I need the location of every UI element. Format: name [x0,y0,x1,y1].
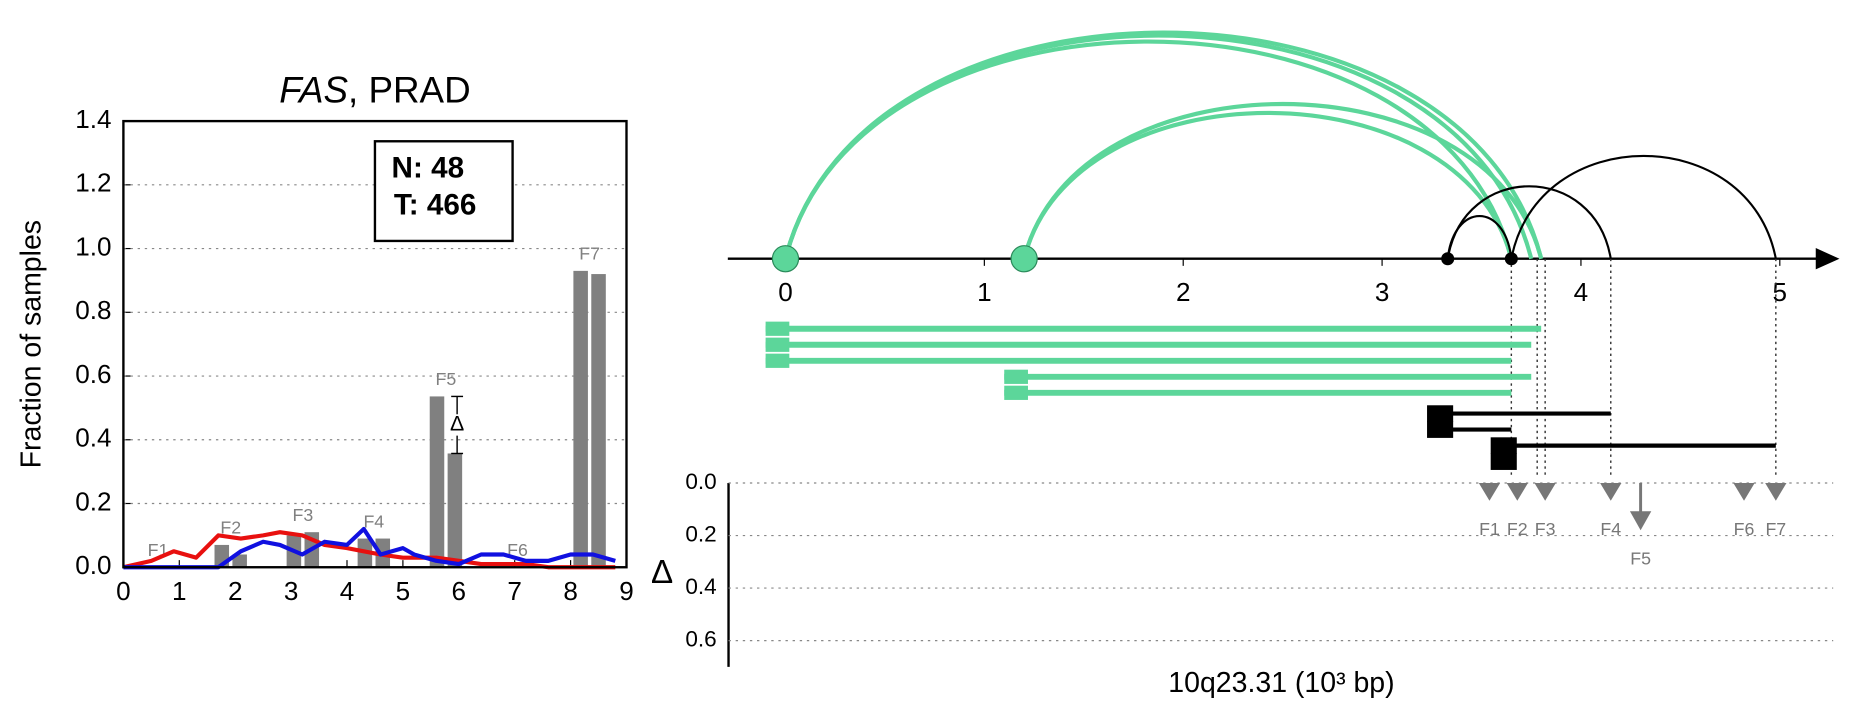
x-tick-label: 5 [1773,277,1788,307]
y-tick-label: 0.2 [685,521,716,546]
y-axis-label: Δ [651,554,673,591]
y-tick-label: 0.0 [685,469,716,494]
title-part: , PRAD [348,69,471,110]
x-tick-label: 3 [284,576,299,606]
x-tick-label: 7 [507,576,522,606]
transcript-box [765,321,790,336]
legend-text: N: 48 [392,152,465,185]
y-tick-label: 0.2 [75,486,111,516]
y-tick-label: 1.2 [75,168,111,198]
transcript-box [1004,385,1028,400]
feature-label: F7 [579,244,600,264]
x-tick-label: 3 [1375,277,1390,307]
feature-label: F5 [1630,549,1651,569]
delta-marker [1506,482,1528,501]
delta-arrow [1629,511,1652,531]
y-tick-label: 0.4 [75,423,111,453]
feature-label: F6 [1734,519,1755,539]
transcript-box [1490,453,1517,470]
chart-title: FAS, PRAD [279,69,470,110]
feature-label: F3 [1535,519,1556,539]
transcript-box [1427,405,1454,422]
x-tick-label: 4 [1574,277,1589,307]
x-tick-label: 2 [1176,277,1191,307]
y-tick-label: 1.0 [75,231,111,261]
arc [1510,155,1777,259]
x-tick-label: 6 [452,576,467,606]
plot-frame [122,119,628,569]
feature-label: F5 [436,369,457,389]
delta-marker [1765,482,1787,501]
feature-label: F4 [363,511,384,531]
x-tick-label: 1 [977,277,992,307]
y-tick-label: 0.8 [75,295,111,325]
axis-arrow [1815,248,1840,270]
bar [447,453,463,568]
y-axis-label: Fraction of samples [16,220,48,468]
legend-box [373,140,514,243]
transcript-box [765,337,790,352]
bar [591,274,606,568]
x-tick-label: 4 [340,576,355,606]
delta-marker [1478,482,1501,501]
y-tick-label: 0.6 [685,627,716,652]
transcript-box [1004,369,1028,384]
delta-marker [1600,482,1622,501]
feature-label: F7 [1765,519,1786,539]
delta-bg [447,414,467,436]
feature-label: F2 [220,518,241,538]
y-tick-label: 0.6 [75,359,111,389]
transcript-box [765,353,790,368]
delta-symbol: Δ [450,412,464,436]
arc [1022,111,1514,260]
feature-label: F1 [1479,519,1500,539]
arc [1446,185,1612,259]
x-tick-label: 9 [619,576,634,606]
x-tick-label: 2 [228,576,243,606]
bar [573,270,588,568]
x-tick-label: 8 [563,576,578,606]
node [1441,252,1455,266]
bar [429,396,445,568]
node [1010,245,1038,273]
line-series [122,530,616,570]
transcript-box [1490,437,1517,454]
node [1504,252,1518,266]
x-tick-label: 0 [778,277,793,307]
delta-marker [1733,482,1755,501]
y-tick-label: 0.0 [75,550,111,580]
feature-label: F2 [1507,519,1528,539]
x-axis-label: 10q23.31 (10³ bp) [1168,667,1394,699]
node [771,245,800,273]
x-tick-label: 5 [396,576,411,606]
transcript-box [1427,421,1454,438]
delta-marker [1534,482,1556,501]
title-part: FAS [279,69,348,110]
x-tick-label: 1 [172,576,187,606]
y-tick-label: 0.4 [685,574,716,599]
feature-label: F3 [292,505,313,525]
legend-text: T: 466 [394,188,476,221]
feature-label: F4 [1600,519,1621,539]
bar [232,554,247,568]
arc [783,39,1514,260]
y-tick-label: 1.4 [75,104,111,134]
x-tick-label: 0 [116,576,131,606]
